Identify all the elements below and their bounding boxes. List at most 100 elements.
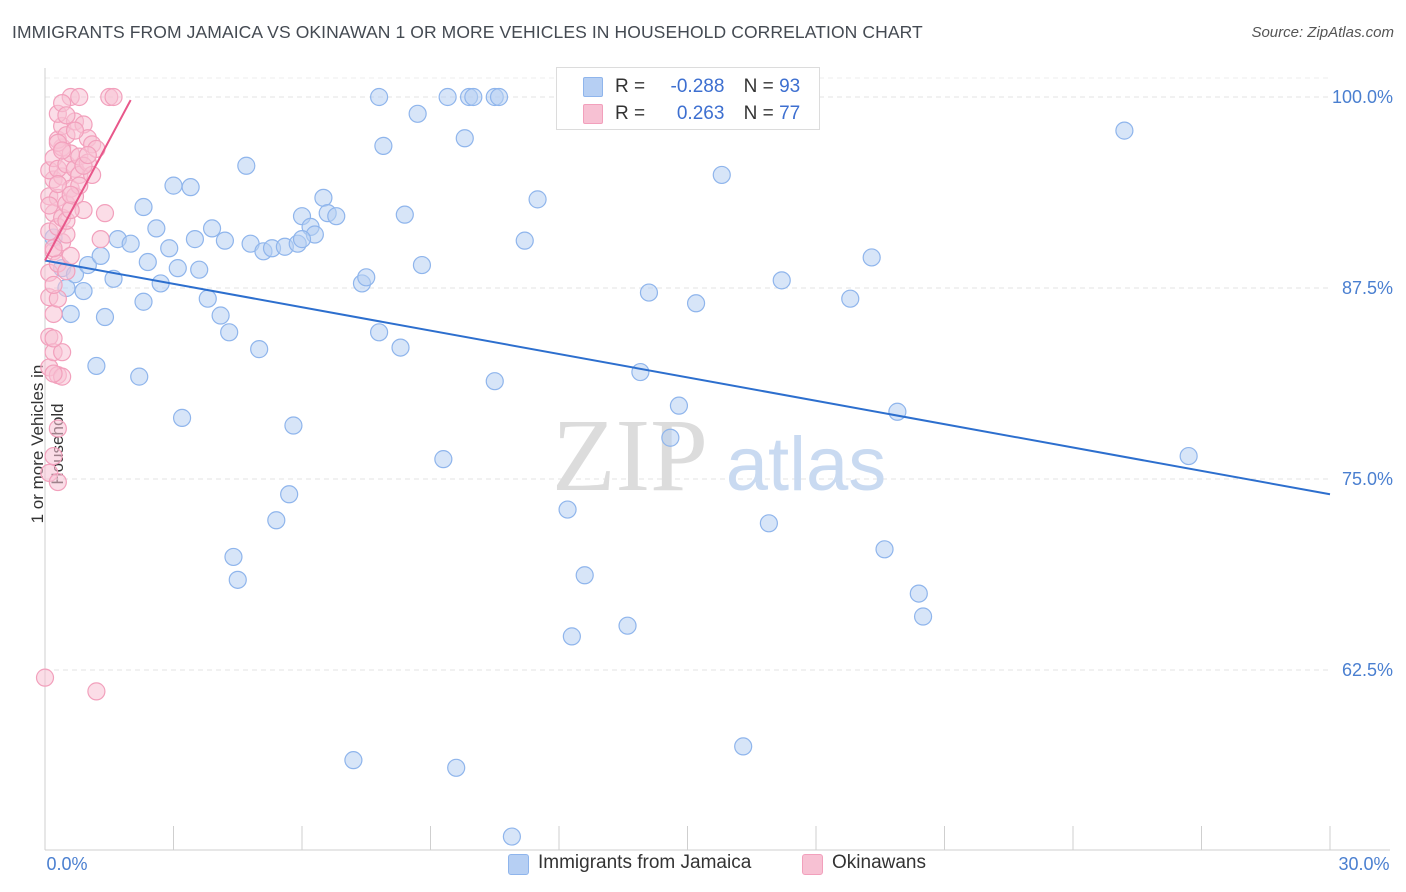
legend-swatch-okinawans <box>583 104 603 124</box>
trend-line-okinawans <box>44 99 132 261</box>
point-jamaica <box>292 230 312 249</box>
point-jamaica <box>211 306 230 325</box>
point-jamaica <box>862 248 881 267</box>
trend-lines <box>44 99 1331 496</box>
point-jamaica <box>759 514 778 533</box>
point-jamaica <box>875 540 894 559</box>
point-jamaica <box>412 255 432 275</box>
point-jamaica <box>515 231 534 250</box>
y-tick-label: 75.0% <box>1342 469 1393 489</box>
point-jamaica <box>61 304 80 324</box>
point-jamaica <box>888 402 907 421</box>
point-jamaica <box>841 289 860 308</box>
x-tick-label-max: 30.0% <box>1338 854 1389 874</box>
legend-label-okinawans: Okinawans <box>832 852 926 873</box>
point-jamaica <box>95 307 115 327</box>
legend-r-label: R = <box>615 76 646 97</box>
point-jamaica <box>314 188 333 207</box>
point-jamaica <box>734 737 753 756</box>
legend-swatch-jamaica <box>583 77 603 97</box>
point-jamaica <box>91 246 110 266</box>
point-jamaica <box>391 338 410 357</box>
point-jamaica <box>172 408 192 427</box>
legend-n-value-jamaica: 93 <box>779 76 801 97</box>
legend-r-label: R = <box>615 103 646 124</box>
point-jamaica <box>130 367 149 386</box>
point-jamaica <box>224 547 243 567</box>
point-jamaica <box>327 207 346 226</box>
point-okinawans <box>70 87 89 107</box>
legend-swatch-okinawans <box>802 854 823 875</box>
point-jamaica <box>686 294 706 313</box>
point-jamaica <box>618 616 637 635</box>
legend-swatch-jamaica <box>508 854 529 875</box>
point-jamaica <box>185 230 205 249</box>
y-tick-label: 100.0% <box>1332 87 1393 107</box>
point-jamaica <box>160 239 179 258</box>
point-jamaica <box>134 197 153 217</box>
point-jamaica <box>344 751 363 770</box>
point-jamaica <box>215 231 234 250</box>
point-jamaica <box>395 205 414 224</box>
point-jamaica <box>267 511 286 530</box>
point-jamaica <box>74 281 93 301</box>
point-okinawans <box>104 87 123 107</box>
point-jamaica <box>502 827 521 846</box>
legend-label-jamaica: Immigrants from Jamaica <box>538 852 752 873</box>
point-okinawans <box>44 364 63 383</box>
point-jamaica <box>434 450 453 469</box>
point-jamaica <box>164 176 183 195</box>
point-jamaica <box>631 362 650 382</box>
point-jamaica <box>374 136 393 155</box>
point-jamaica <box>575 566 594 585</box>
point-jamaica <box>639 283 659 302</box>
trend-line-jamaica <box>44 259 1331 496</box>
point-jamaica <box>558 500 577 519</box>
point-jamaica <box>485 372 504 391</box>
point-jamaica <box>198 289 217 308</box>
point-jamaica <box>1115 121 1134 140</box>
chart-title: IMMIGRANTS FROM JAMAICA VS OKINAWAN 1 OR… <box>12 22 923 42</box>
point-jamaica <box>147 219 166 238</box>
y-tick-label: 87.5% <box>1342 278 1393 298</box>
point-okinawans <box>48 174 67 194</box>
point-jamaica <box>87 356 106 376</box>
point-jamaica <box>134 292 153 311</box>
point-okinawans <box>57 106 76 125</box>
point-okinawans <box>53 141 72 160</box>
watermark-atlas: atlas <box>726 422 887 507</box>
point-okinawans <box>48 419 67 438</box>
point-okinawans <box>61 200 80 220</box>
point-jamaica <box>464 87 483 107</box>
point-jamaica <box>202 219 222 238</box>
legend-r-value-jamaica: -0.288 <box>670 76 725 97</box>
watermark: ZIP atlas <box>552 398 886 513</box>
point-okinawans <box>48 472 67 492</box>
point-okinawans <box>44 304 63 324</box>
legend-n-value-okinawans: 77 <box>779 103 801 124</box>
legend-n-label: N = <box>743 76 774 97</box>
point-jamaica <box>220 323 239 342</box>
point-jamaica <box>228 570 247 589</box>
point-jamaica <box>168 259 187 278</box>
point-jamaica <box>909 584 928 603</box>
point-jamaica <box>438 87 457 107</box>
point-jamaica <box>280 485 299 504</box>
y-tick-label: 62.5% <box>1342 660 1393 680</box>
point-okinawans <box>91 230 110 249</box>
point-jamaica <box>284 416 303 435</box>
tick-labels: 62.5% 75.0% 87.5% 100.0% 0.0% 30.0% <box>46 87 1393 874</box>
point-okinawans <box>95 204 115 223</box>
point-jamaica <box>661 428 680 447</box>
point-jamaica <box>408 104 427 123</box>
point-jamaica <box>913 607 933 626</box>
point-okinawans <box>44 329 63 348</box>
point-okinawans <box>44 446 63 466</box>
point-jamaica <box>370 87 389 107</box>
point-okinawans <box>65 121 85 140</box>
series-jamaica-points <box>44 87 1198 846</box>
point-jamaica <box>138 252 157 272</box>
point-jamaica <box>190 260 209 279</box>
point-jamaica <box>528 190 547 209</box>
point-okinawans <box>61 246 80 266</box>
